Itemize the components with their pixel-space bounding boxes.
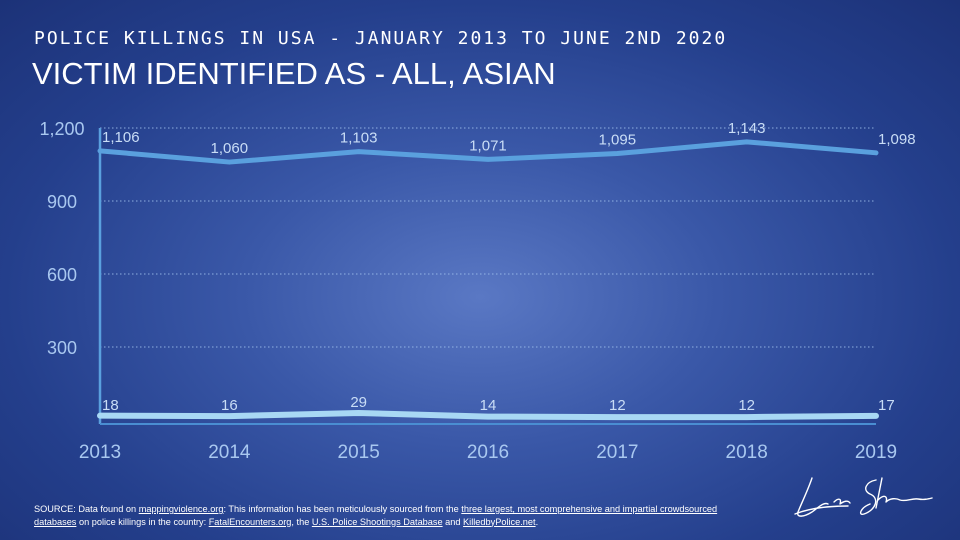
data-label: 1,103 bbox=[340, 130, 378, 147]
data-label: 1,106 bbox=[102, 129, 140, 146]
data-label: 12 bbox=[609, 397, 626, 414]
axes: 300 600 900 1,200 2013 2014 2015 2016 2017 2018 20… bbox=[39, 119, 897, 463]
y-tick-label: 300 bbox=[47, 338, 77, 358]
data-label: 12 bbox=[738, 397, 755, 414]
source-link-police-shootings-db[interactable]: U.S. Police Shootings Database bbox=[311, 516, 443, 527]
signature-image bbox=[794, 477, 933, 517]
x-tick-label: 2018 bbox=[726, 442, 768, 463]
data-label: 29 bbox=[350, 394, 367, 411]
x-tick-label: 2017 bbox=[596, 442, 638, 463]
x-tick-label: 2014 bbox=[208, 442, 251, 463]
data-label: 14 bbox=[480, 397, 497, 414]
source-link-fatalencounters[interactable]: FatalEncounters.org bbox=[208, 516, 292, 527]
y-tick-label: 900 bbox=[47, 192, 77, 212]
x-tick-label: 2015 bbox=[338, 442, 380, 463]
source-link-killedbypolice[interactable]: KilledbyPolice.net bbox=[463, 516, 536, 527]
source-text: and bbox=[442, 516, 464, 527]
x-tick-label: 2013 bbox=[79, 442, 121, 463]
source-suffix: . bbox=[535, 516, 539, 527]
y-tick-label: 1,200 bbox=[39, 119, 84, 139]
data-label: 18 bbox=[102, 397, 119, 414]
data-label: 1,095 bbox=[599, 132, 637, 149]
data-label: 16 bbox=[221, 397, 238, 414]
source-text: : This information has been meticulously… bbox=[223, 504, 462, 514]
source-link-mappingviolence[interactable]: mappingviolence.org bbox=[138, 504, 224, 514]
source-text: on police killings in the country: bbox=[76, 516, 209, 527]
source-text: , the bbox=[291, 516, 312, 527]
source-note: SOURCE: Data found on mappingviolence.or… bbox=[34, 503, 734, 528]
source-link-databases[interactable]: three largest, most comprehensive and im… bbox=[34, 504, 718, 527]
series-line bbox=[97, 409, 879, 421]
chart-title: VICTIM IDENTIFIED AS - ALL, ASIAN bbox=[32, 56, 556, 91]
y-tick-label: 600 bbox=[47, 265, 77, 285]
series-line bbox=[97, 139, 879, 165]
data-label: 1,060 bbox=[211, 140, 249, 157]
source-prefix: SOURCE: Data found on bbox=[34, 504, 139, 514]
data-label: 17 bbox=[878, 397, 895, 414]
data-labels: 1,106 1,060 1,103 1,071 1,095 1,143 1,098 18 16 2… bbox=[102, 120, 916, 414]
data-label: 1,071 bbox=[469, 137, 507, 154]
chart-subtitle: POLICE KILLINGS IN USA - JANUARY 2013 TO… bbox=[34, 28, 728, 49]
grid-lines bbox=[100, 127, 876, 348]
x-tick-label: 2019 bbox=[855, 442, 897, 463]
series-lines bbox=[97, 139, 879, 421]
data-label: 1,143 bbox=[728, 120, 766, 137]
x-tick-label: 2016 bbox=[467, 442, 509, 463]
data-label: 1,098 bbox=[878, 131, 916, 148]
